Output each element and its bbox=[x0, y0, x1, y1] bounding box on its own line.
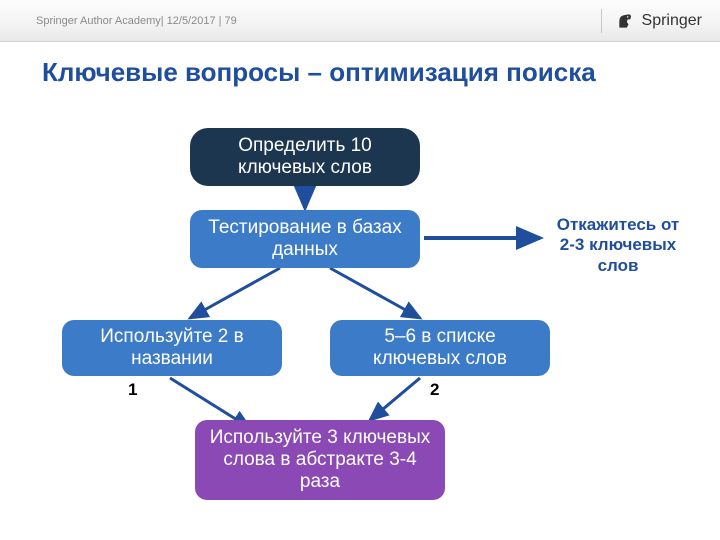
brand-text: Springer bbox=[642, 12, 702, 30]
side-note-discard: Откажитесь от 2-3 ключевых слов bbox=[548, 215, 688, 276]
node-keyword-list: 5–6 в списке ключевых слов bbox=[330, 320, 550, 376]
label-2: 2 bbox=[430, 380, 439, 400]
node-use-in-abstract: Используйте 3 ключевых слова в абстракте… bbox=[195, 420, 445, 500]
node-test-databases: Тестирование в базах данных bbox=[190, 210, 420, 268]
node-identify-keywords: Определить 10 ключевых слов bbox=[190, 128, 420, 186]
springer-horse-icon bbox=[616, 11, 636, 31]
label-1: 1 bbox=[128, 380, 137, 400]
slide-header: Springer Author Academy| 12/5/2017 | 79 … bbox=[0, 0, 720, 42]
header-breadcrumb: Springer Author Academy| 12/5/2017 | 79 bbox=[36, 15, 601, 27]
node-use-in-title: Используйте 2 в названии bbox=[62, 320, 282, 376]
brand-divider bbox=[601, 9, 602, 33]
page-title: Ключевые вопросы – оптимизация поиска bbox=[42, 58, 596, 88]
brand: Springer bbox=[616, 11, 702, 31]
